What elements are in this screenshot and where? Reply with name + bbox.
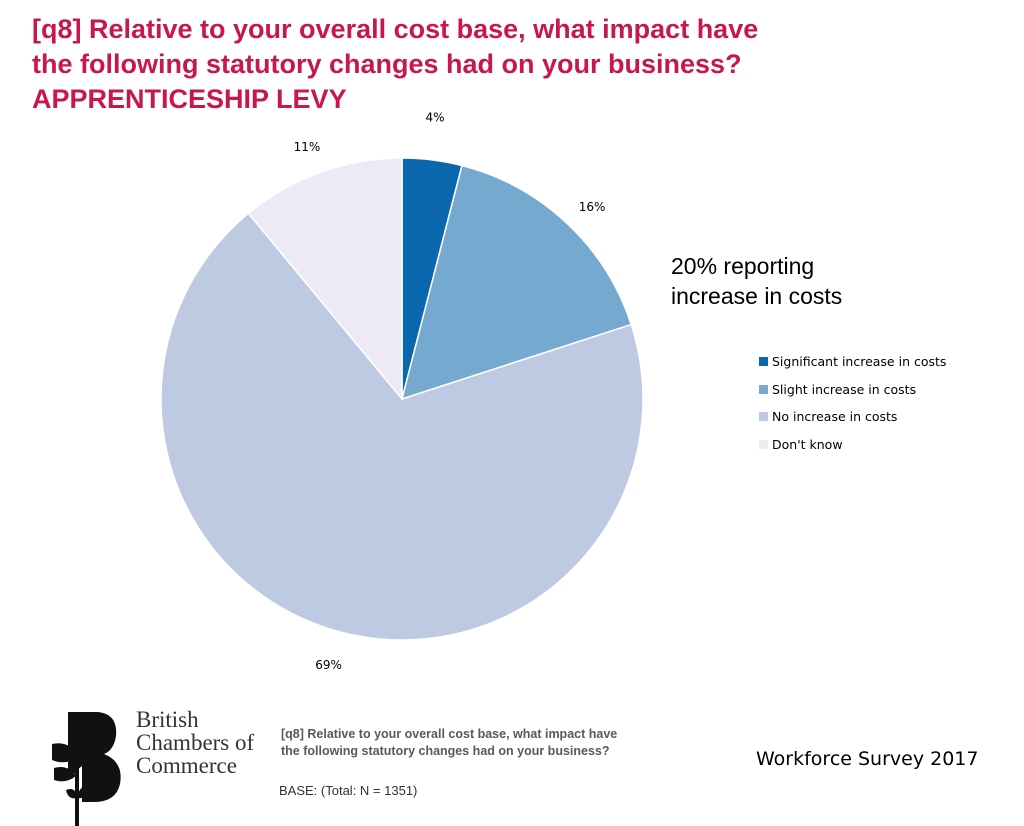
bcc-logo: British Chambers of Commerce — [46, 706, 276, 826]
pie-labels: 4% 16% 69% 11% — [294, 111, 606, 672]
pie-data-label: 4% — [425, 111, 444, 125]
legend-label-slight-increase: Slight increase in costs — [772, 381, 917, 397]
legend-swatch-no-increase — [759, 412, 768, 422]
pie-data-label: 11% — [294, 140, 321, 154]
increase-callout: 20% reporting increase in costs — [671, 251, 901, 311]
pie-data-label: 16% — [579, 200, 606, 214]
bcc-logo-mark — [52, 712, 121, 826]
pie-slice-don-t-know — [247, 157, 403, 402]
footer-question-line-2: the following statutory changes had on y… — [281, 744, 610, 758]
bcc-logo-line-2: Chambers of — [136, 730, 255, 755]
footer-question: [q8] Relative to your overall cost base,… — [281, 726, 701, 760]
legend-label-no-increase: No increase in costs — [772, 409, 898, 425]
chart-title: [q8] Relative to your overall cost base,… — [32, 12, 932, 117]
chart-title-line-2: the following statutory changes had on y… — [32, 49, 742, 79]
footer-question-line-1: [q8] Relative to your overall cost base,… — [281, 727, 618, 741]
chart-legend: Significant increase in costs Slight inc… — [759, 348, 946, 458]
pie-slice-no-increase-in-costs — [160, 212, 644, 641]
pie-data-label: 69% — [315, 658, 342, 672]
legend-label-dont-know: Don't know — [772, 436, 843, 452]
legend-swatch-slight-increase — [759, 384, 768, 394]
legend-item-slight-increase: Slight increase in costs — [759, 376, 946, 404]
pie-slice-slight-increase-in-costs — [400, 164, 633, 401]
chart-title-line-3: APPRENTICESHIP LEVY — [32, 84, 347, 114]
bcc-logo-text: British Chambers of Commerce — [136, 708, 254, 777]
legend-label-significant-increase: Significant increase in costs — [772, 354, 947, 370]
legend-item-no-increase: No increase in costs — [759, 403, 946, 431]
chart-title-line-1: [q8] Relative to your overall cost base,… — [32, 14, 759, 44]
pie-chart: 4% 16% 69% 11% — [160, 111, 644, 672]
pie-slices — [160, 157, 644, 641]
legend-swatch-significant-increase — [759, 357, 768, 367]
footer-base: BASE: (Total: N = 1351) — [279, 783, 418, 798]
bcc-logo-line-1: British — [136, 707, 199, 732]
legend-item-dont-know: Don't know — [759, 431, 946, 459]
callout-line-1: 20% reporting — [671, 253, 815, 279]
callout-line-2: increase in costs — [671, 283, 843, 309]
bcc-logo-line-3: Commerce — [136, 753, 237, 778]
legend-swatch-dont-know — [759, 439, 768, 449]
legend-item-significant-increase: Significant increase in costs — [759, 348, 946, 376]
footer-survey-name: Workforce Survey 2017 — [756, 748, 979, 770]
